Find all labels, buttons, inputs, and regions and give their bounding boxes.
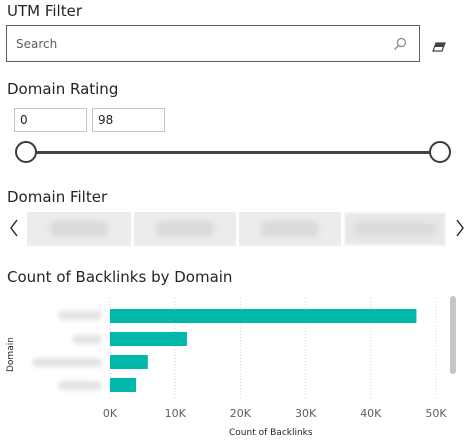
x-tick-label: 30K	[294, 407, 317, 420]
domain-chiclet[interactable]	[344, 212, 446, 246]
x-tick-label: 10K	[164, 407, 186, 420]
backlinks-bar[interactable]	[110, 378, 137, 392]
utm-search-input[interactable]	[7, 26, 367, 61]
domain-rating-title: Domain Rating	[7, 80, 119, 98]
backlinks-bar[interactable]	[110, 309, 417, 323]
x-tick-label: 20K	[229, 407, 251, 420]
domain-chiclet-label-redacted	[156, 221, 214, 237]
category-label-redacted	[58, 311, 102, 320]
backlinks-bar[interactable]	[110, 332, 187, 346]
domain-chiclet[interactable]	[239, 212, 341, 246]
backlinks-bar[interactable]	[110, 355, 148, 369]
utm-search-box[interactable]	[6, 25, 420, 62]
domain-rating-max-box[interactable]	[92, 108, 165, 132]
x-axis-title: Count of Backlinks	[229, 428, 313, 438]
domain-chiclet[interactable]	[134, 212, 236, 246]
x-tick-label: 0K	[102, 407, 118, 420]
domain-chiclet-label-redacted	[49, 221, 109, 237]
eraser-icon[interactable]	[432, 37, 446, 52]
domain-rating-max-input[interactable]	[93, 109, 164, 131]
domain-rating-min-input[interactable]	[15, 109, 86, 131]
domain-chiclet-label-redacted	[261, 221, 319, 237]
utm-filter-title: UTM Filter	[7, 2, 82, 20]
x-tick-label: 40K	[360, 407, 382, 420]
backlinks-chart-title: Count of Backlinks by Domain	[7, 268, 233, 286]
chevron-left-icon[interactable]	[9, 219, 19, 237]
domain-rating-slider-max-handle[interactable]	[429, 141, 451, 163]
domain-rating-slider-min-handle[interactable]	[15, 141, 37, 163]
x-tick-label: 50K	[425, 407, 447, 420]
domain-rating-slider-track[interactable]	[26, 151, 440, 154]
domain-chiclet[interactable]	[27, 212, 131, 246]
domain-rating-min-box[interactable]	[14, 108, 87, 132]
chevron-right-icon[interactable]	[455, 219, 465, 237]
search-icon[interactable]	[393, 36, 407, 50]
domain-filter-title: Domain Filter	[7, 188, 108, 206]
category-label-redacted	[32, 358, 102, 367]
category-label-redacted	[58, 381, 102, 390]
domain-chiclet-label-redacted	[353, 223, 437, 235]
category-label-redacted	[72, 335, 102, 344]
chart-scrollbar[interactable]	[450, 296, 456, 374]
